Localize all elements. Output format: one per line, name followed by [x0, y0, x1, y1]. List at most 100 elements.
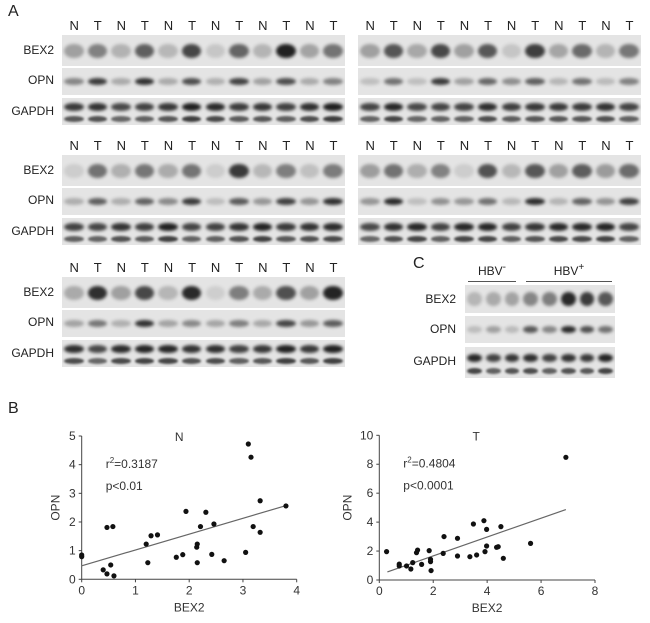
- blot-band-lower: [619, 236, 639, 243]
- blot-band-lower: [205, 358, 226, 365]
- blot-band: [572, 103, 592, 112]
- lane-label: T: [484, 18, 493, 33]
- blot-band: [64, 320, 84, 327]
- blot-band: [323, 198, 343, 205]
- blot-band: [407, 163, 427, 178]
- blot-band: [252, 103, 273, 112]
- blot-band: [477, 223, 498, 232]
- lane-label: T: [188, 138, 197, 153]
- blot-band: [619, 43, 639, 58]
- blot-band: [276, 223, 296, 232]
- blot-gapdh: [358, 218, 641, 245]
- blot-band: [560, 292, 576, 306]
- blot-band-lower: [572, 236, 592, 243]
- blot-band: [523, 292, 538, 306]
- r2-part: r: [403, 456, 407, 470]
- data-point: [500, 555, 506, 561]
- lane-label: N: [116, 138, 126, 153]
- blot-band: [87, 320, 108, 327]
- blot-band-lower: [181, 358, 202, 365]
- panel-label-a: A: [8, 3, 19, 20]
- blot-band: [383, 43, 404, 58]
- data-point: [426, 548, 432, 554]
- hbv-pos-sup: +: [578, 262, 585, 273]
- lane-label: T: [282, 260, 291, 275]
- blot-band: [598, 326, 613, 333]
- lane-label: T: [625, 18, 634, 33]
- blot-band: [276, 285, 296, 300]
- blot-band: [181, 285, 202, 300]
- blot-band-lower: [477, 236, 498, 243]
- data-point: [383, 549, 390, 555]
- blot-band: [407, 78, 427, 85]
- blot-band-lower: [430, 116, 451, 123]
- blot-band-lower: [205, 116, 226, 123]
- blot-band: [477, 78, 498, 85]
- blot-band: [619, 103, 639, 112]
- c-row-label-opn: OPN: [429, 322, 456, 336]
- blot-band: [383, 223, 404, 232]
- row-label-gapdh: GAPDH: [11, 104, 54, 118]
- blot-band: [619, 198, 639, 205]
- x-tick-label: 6: [538, 584, 545, 598]
- blot-band-lower: [525, 116, 545, 123]
- lane-label: N: [365, 138, 375, 153]
- blot-gapdh: [358, 98, 641, 125]
- blot-band: [454, 163, 474, 178]
- data-point: [197, 523, 204, 530]
- row-label-opn: OPN: [27, 315, 54, 329]
- blot-band-lower: [299, 116, 320, 123]
- blot-band: [504, 292, 520, 306]
- x-tick-label: 1: [132, 583, 139, 597]
- blot-band: [548, 43, 569, 58]
- blot-band-lower: [548, 116, 569, 123]
- blot-band: [383, 103, 404, 112]
- lane-label: N: [601, 18, 611, 33]
- blot-band: [181, 198, 202, 205]
- data-point: [209, 551, 215, 557]
- blot-band-lower: [407, 116, 427, 123]
- lane-label: N: [163, 138, 174, 153]
- blot-band: [181, 223, 202, 232]
- data-point: [495, 544, 501, 550]
- blot-band: [467, 326, 482, 333]
- blot-band: [134, 78, 155, 85]
- lane-label: T: [436, 18, 445, 33]
- data-point: [257, 529, 263, 535]
- data-point: [428, 567, 434, 574]
- data-point: [408, 566, 414, 572]
- data-point: [173, 554, 179, 560]
- blot-band: [205, 223, 226, 232]
- blot-band-lower: [158, 116, 178, 123]
- x-tick-label: 4: [484, 584, 491, 598]
- blot-band: [229, 223, 249, 232]
- lane-label: T: [140, 260, 149, 275]
- blot-band: [560, 326, 576, 333]
- blot-band: [323, 345, 343, 354]
- blot-band: [205, 43, 226, 58]
- blot-gapdh: [465, 347, 615, 378]
- y-tick-label: 6: [367, 486, 374, 500]
- lane-label: N: [210, 260, 221, 275]
- blot-band: [407, 103, 427, 112]
- blot-band: [595, 103, 616, 112]
- blot-band: [467, 353, 482, 362]
- r2-part: 2: [407, 455, 412, 464]
- blot-band: [229, 163, 249, 178]
- lane-label: N: [459, 138, 470, 153]
- blot-band-lower: [299, 358, 320, 365]
- lane-label: N: [305, 260, 315, 275]
- blot-band: [181, 103, 202, 112]
- blot-band: [485, 326, 501, 333]
- lane-label: N: [116, 260, 126, 275]
- blot-band: [111, 198, 131, 205]
- data-point: [243, 549, 249, 555]
- row-label-opn: OPN: [27, 73, 54, 87]
- blot-band-lower: [454, 236, 474, 243]
- blot-band: [87, 163, 108, 178]
- data-point: [484, 526, 490, 532]
- lane-label: N: [116, 18, 126, 33]
- blot-band-lower: [111, 236, 131, 243]
- blot-opn: [358, 188, 641, 215]
